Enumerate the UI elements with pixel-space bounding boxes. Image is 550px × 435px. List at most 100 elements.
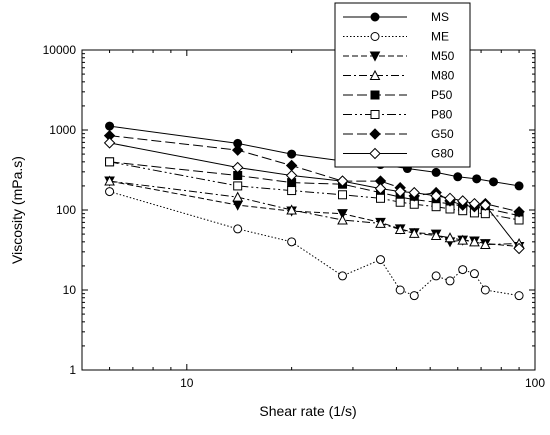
- data-point-m80: [104, 175, 115, 186]
- legend-marker-m80: [369, 69, 381, 80]
- data-point-g80: [374, 182, 387, 195]
- legend-label-m80: M80: [431, 69, 455, 83]
- data-point-me: [469, 269, 479, 279]
- data-point-m80: [430, 229, 442, 241]
- legend-marker-ms: [370, 12, 380, 22]
- x-tick-label: 10: [180, 376, 194, 390]
- legend-box: [334, 2, 471, 168]
- data-point-me: [514, 291, 524, 301]
- data-point-g80: [231, 161, 244, 174]
- legend-label-p50: P50: [431, 88, 453, 102]
- data-point-me: [395, 285, 405, 295]
- data-point-me: [376, 255, 386, 265]
- legend-marker-g80: [369, 147, 381, 160]
- legend-label-g80: G80: [431, 147, 454, 161]
- data-point-m80: [444, 232, 456, 243]
- legend-marker-m50: [369, 51, 381, 62]
- data-point-g80: [479, 199, 492, 211]
- x-axis-label: Shear rate (1/s): [259, 403, 356, 419]
- legend-label-ms: MS: [431, 10, 449, 24]
- data-point-g80: [336, 175, 349, 187]
- data-point-p80: [431, 202, 441, 212]
- data-point-m80: [408, 227, 420, 238]
- data-point-ms: [514, 181, 524, 191]
- series-line-p50: [109, 161, 520, 217]
- data-point-p80: [233, 181, 243, 191]
- legend-entry-p80: P80: [343, 108, 453, 122]
- axis-ticks: 1 10 100 1000 10000 10 100: [43, 43, 546, 390]
- legend-label-p80: P80: [431, 108, 453, 122]
- data-point-m80: [286, 204, 297, 215]
- data-point-g80: [513, 242, 525, 255]
- legend-marker-p50: [370, 90, 380, 100]
- data-point-ms: [431, 167, 441, 177]
- data-point-me: [458, 265, 468, 275]
- x-tick-label: 100: [525, 376, 545, 390]
- data-point-m80: [394, 223, 406, 235]
- data-point-m80: [337, 214, 348, 225]
- legend-label-g50: G50: [431, 127, 454, 141]
- legend-entry-m50: M50: [343, 49, 455, 63]
- series-layer: [103, 121, 525, 301]
- series-line-m80: [109, 180, 520, 246]
- data-point-g50: [513, 206, 525, 218]
- legend-marker-p80: [370, 110, 380, 119]
- data-point-me: [409, 291, 419, 301]
- series-line-m50: [109, 180, 520, 247]
- series-line-me: [109, 191, 520, 297]
- data-point-me: [431, 271, 441, 281]
- y-tick-label: 100: [56, 203, 76, 217]
- series-m80: [104, 175, 525, 250]
- legend-entry-p50: P50: [343, 88, 453, 102]
- legend: MS ME M50 M80 P50 P80 G50 G80: [334, 2, 471, 168]
- data-point-ms: [287, 149, 297, 159]
- series-line-p80: [109, 161, 520, 221]
- legend-marker-me: [370, 32, 380, 41]
- data-point-g80: [430, 190, 442, 202]
- data-point-p80: [480, 209, 490, 219]
- data-point-g50: [285, 159, 298, 172]
- y-tick-label: 1: [69, 363, 76, 377]
- data-point-m80: [479, 238, 491, 250]
- data-point-me: [287, 237, 297, 247]
- data-point-g80: [103, 137, 116, 149]
- y-tick-label: 10: [63, 283, 77, 297]
- data-point-me: [445, 276, 455, 286]
- data-point-ms: [472, 174, 482, 184]
- data-point-me: [233, 224, 243, 234]
- series-me: [105, 187, 524, 301]
- series-g80: [103, 137, 525, 255]
- data-point-g80: [457, 195, 469, 207]
- data-point-m50: [232, 200, 244, 211]
- legend-entry-g80: G80: [343, 147, 454, 161]
- data-point-ms: [105, 121, 115, 131]
- data-point-g80: [285, 169, 298, 182]
- data-point-g50: [231, 144, 244, 156]
- data-point-p80: [395, 197, 405, 207]
- legend-label-m50: M50: [431, 49, 455, 63]
- legend-entry-m80: M80: [343, 69, 455, 83]
- data-point-ms: [489, 177, 499, 187]
- legend-marker-g50: [369, 128, 381, 140]
- data-point-m80: [232, 191, 244, 202]
- data-point-p80: [105, 157, 115, 167]
- data-point-me: [105, 187, 115, 197]
- y-tick-label: 1000: [49, 123, 76, 137]
- data-point-g80: [468, 197, 481, 210]
- data-point-g80: [444, 192, 456, 205]
- series-ms: [105, 121, 524, 191]
- data-point-me: [480, 285, 490, 295]
- data-point-p80: [287, 186, 297, 196]
- data-point-p80: [338, 190, 348, 200]
- legend-entry-me: ME: [343, 30, 449, 44]
- legend-entry-g50: G50: [343, 127, 454, 141]
- y-tick-label: 10000: [43, 43, 77, 57]
- y-axis-label: Viscosity (mPa.s): [9, 156, 25, 264]
- data-point-m80: [375, 217, 386, 228]
- data-point-m80: [469, 236, 480, 247]
- data-point-g80: [394, 185, 406, 198]
- data-point-me: [338, 271, 348, 281]
- data-point-m80: [457, 234, 469, 245]
